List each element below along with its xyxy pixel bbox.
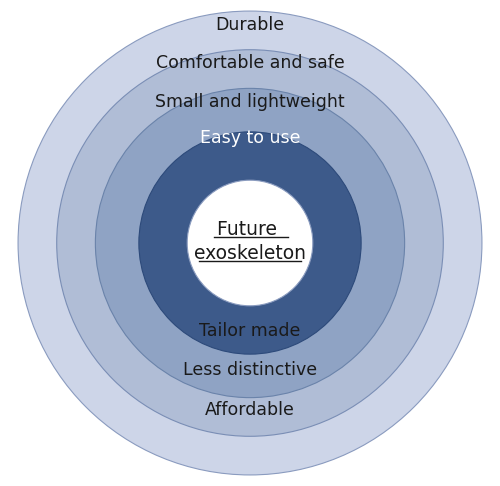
Text: Tailor made: Tailor made: [200, 322, 300, 340]
Text: exoskeleton: exoskeleton: [194, 244, 306, 263]
Circle shape: [56, 50, 444, 436]
Text: Comfortable and safe: Comfortable and safe: [156, 54, 344, 72]
Text: Durable: Durable: [216, 16, 284, 34]
Text: Future: Future: [217, 220, 283, 239]
Text: Easy to use: Easy to use: [200, 129, 300, 147]
Text: Less distinctive: Less distinctive: [183, 361, 317, 379]
Circle shape: [96, 88, 405, 398]
Circle shape: [18, 11, 482, 475]
Text: Affordable: Affordable: [205, 401, 295, 419]
Circle shape: [139, 132, 361, 354]
Text: Small and lightweight: Small and lightweight: [155, 93, 345, 111]
Circle shape: [187, 180, 313, 306]
